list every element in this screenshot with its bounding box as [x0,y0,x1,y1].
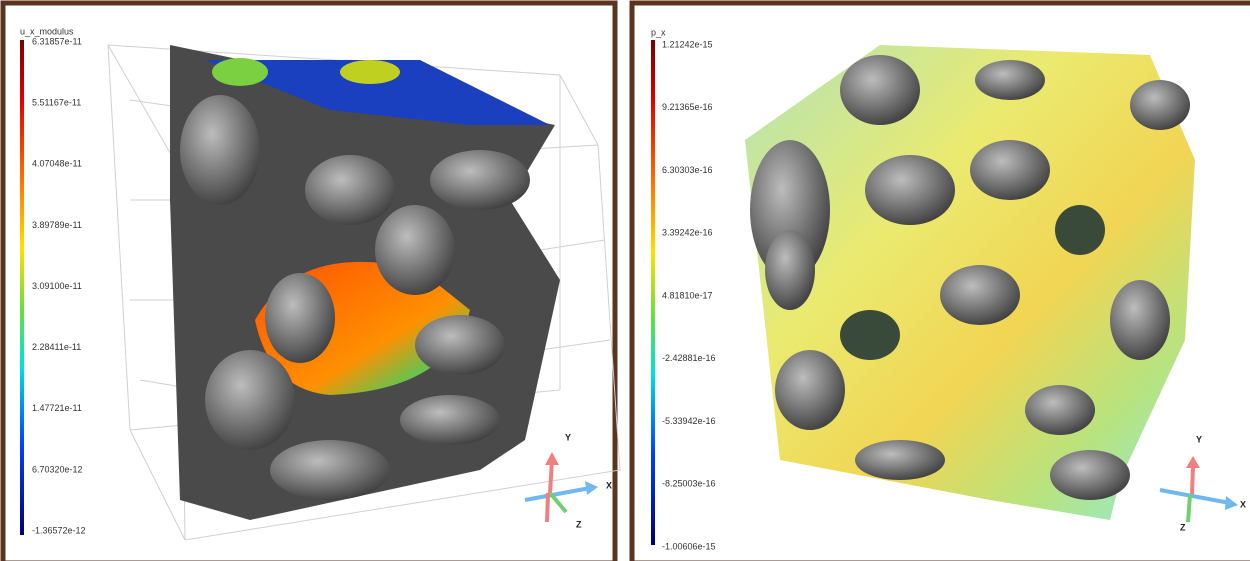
legend-label: 6.30303e-16 [662,165,713,175]
axis-label-x: X [606,480,612,490]
legend-label: 1.21242e-15 [662,39,713,49]
legend-label: 5.51167e-11 [32,98,81,108]
legend-label: 3.89789e-11 [32,220,82,230]
panel-frame [629,0,1250,561]
axis-triad: Y X Z [524,432,612,529]
legend-label: -5.33942e-16 [662,416,716,426]
axis-label-z: Z [576,519,582,529]
legend-label: -2.42881e-16 [662,353,716,363]
panel-frame [0,0,618,561]
legend-label: -1.36572e-12 [32,525,86,535]
legend-label: 9.21365e-16 [662,102,713,112]
legend-label: 3.09100e-11 [32,281,82,291]
legend-label: 3.39242e-16 [662,228,713,238]
legend-label: 2.28411e-11 [32,342,81,352]
render-left [107,44,621,541]
render-right [745,45,1195,520]
legend-title: p_x [651,27,666,37]
legend-label: 4.81810e-17 [662,290,713,300]
legend-label: -1.00606e-15 [662,541,716,551]
colorbar [651,40,655,545]
legend-label: 1.47721e-11 [32,403,82,413]
axis-label-y: Y [1196,434,1202,444]
legend-title: u_x_modulus [20,26,74,36]
legend-label: 6.31857e-11 [32,36,82,46]
legend-label: -8.25003e-16 [662,479,716,489]
colorbar [20,40,24,535]
axis-label-z: Z [1180,522,1186,532]
legend-label: 6.70320e-12 [32,464,83,474]
legend-label: 4.07048e-11 [32,159,82,169]
axis-label-x: X [1240,499,1246,509]
axis-triad: Y X Z [1159,434,1246,532]
axis-label-y: Y [565,432,571,442]
